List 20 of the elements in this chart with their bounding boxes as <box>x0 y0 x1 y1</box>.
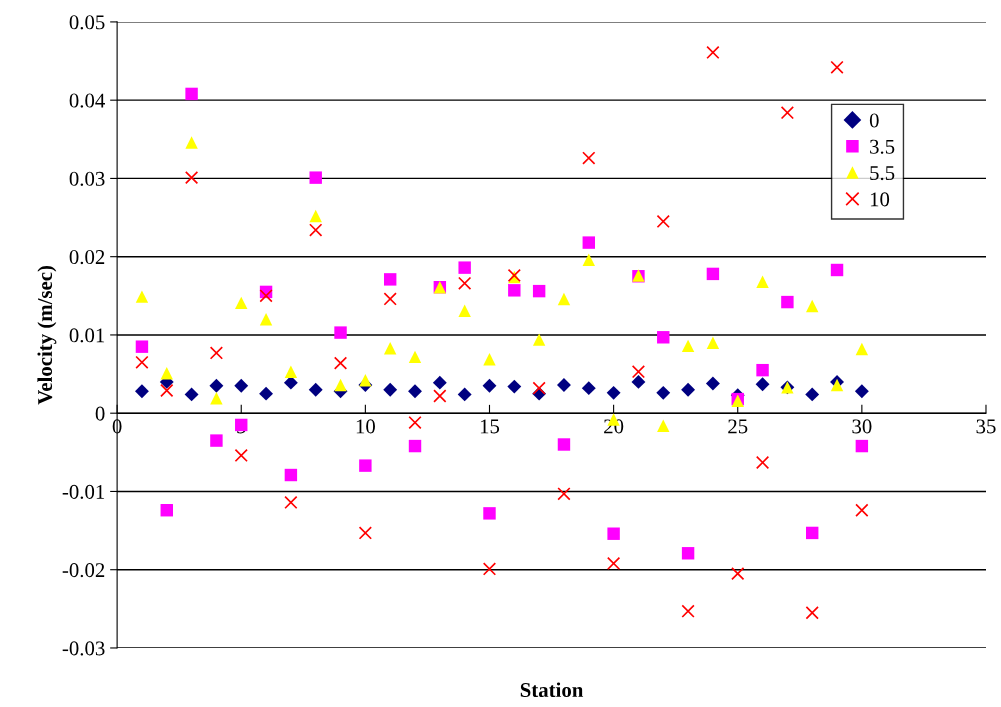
x-axis-title: Station <box>520 682 584 698</box>
y-tick-label: -0.01 <box>62 484 105 499</box>
x-tick-label: 15 <box>480 419 500 434</box>
y-tick-label: -0.02 <box>62 563 105 578</box>
legend-label: 5.5 <box>870 166 895 181</box>
legend-label: 3.5 <box>870 139 895 154</box>
y-tick-label: 0.03 <box>69 171 105 186</box>
y-tick-label: 0.02 <box>69 250 105 265</box>
y-tick-label: -0.03 <box>62 641 105 656</box>
x-tick-label: 25 <box>728 419 748 434</box>
y-tick-label: 0.05 <box>69 15 105 30</box>
x-tick-label: 30 <box>852 419 872 434</box>
y-tick-label: 0 <box>95 406 105 421</box>
y-tick-label: 0.01 <box>69 328 105 343</box>
x-tick-label: 35 <box>976 419 996 434</box>
x-tick-label: 10 <box>356 419 375 434</box>
legend-label: 0 <box>869 113 879 128</box>
y-axis-title: Velocity (m/sec) <box>37 265 57 405</box>
legend-label: 10 <box>870 192 890 207</box>
y-tick-label: 0.04 <box>69 93 105 108</box>
